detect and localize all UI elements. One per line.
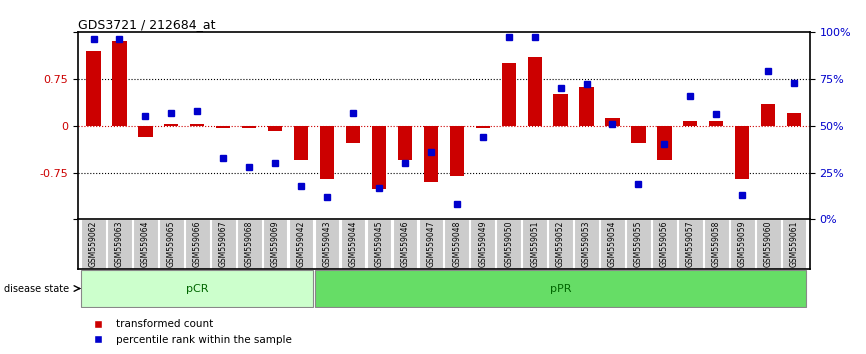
Bar [423, 126, 438, 182]
Bar [185, 219, 210, 269]
Bar [107, 219, 132, 269]
Bar [600, 219, 625, 269]
Bar [397, 126, 412, 160]
Text: disease state: disease state [4, 284, 69, 293]
Bar [81, 219, 106, 269]
Text: pCR: pCR [186, 284, 209, 293]
Bar [709, 121, 723, 126]
Text: GSM559067: GSM559067 [219, 221, 228, 268]
Bar [288, 219, 313, 269]
Text: pPR: pPR [550, 284, 572, 293]
Bar [237, 219, 262, 269]
Text: GSM559065: GSM559065 [167, 221, 176, 268]
Text: GSM559045: GSM559045 [374, 221, 384, 268]
Text: GSM559050: GSM559050 [504, 221, 514, 268]
Bar [346, 126, 360, 143]
Bar [133, 219, 158, 269]
Bar [553, 95, 568, 126]
Text: GSM559059: GSM559059 [738, 221, 746, 268]
Text: GSM559053: GSM559053 [582, 221, 591, 268]
Text: GSM559056: GSM559056 [660, 221, 669, 268]
Text: GSM559049: GSM559049 [478, 221, 488, 268]
Bar [761, 104, 775, 126]
Text: GSM559055: GSM559055 [634, 221, 643, 268]
Text: GSM559044: GSM559044 [348, 221, 358, 268]
Text: GSM559046: GSM559046 [400, 221, 410, 268]
Bar [113, 41, 126, 126]
Bar [475, 126, 490, 127]
Bar [704, 219, 728, 269]
Bar [262, 219, 288, 269]
Bar [81, 270, 313, 307]
Bar [470, 219, 495, 269]
Bar [730, 219, 754, 269]
Legend: transformed count, percentile rank within the sample: transformed count, percentile rank withi… [83, 315, 296, 349]
Bar [372, 126, 386, 189]
Text: GSM559043: GSM559043 [322, 221, 332, 268]
Bar [501, 63, 516, 126]
Text: GSM559061: GSM559061 [790, 221, 798, 267]
Bar [268, 126, 282, 131]
Bar [139, 126, 152, 137]
Bar [527, 57, 542, 126]
Text: GSM559064: GSM559064 [141, 221, 150, 268]
Bar [683, 121, 697, 126]
Text: GSM559054: GSM559054 [608, 221, 617, 268]
Bar [191, 124, 204, 126]
Bar [211, 219, 236, 269]
Bar [87, 51, 100, 126]
Bar [496, 219, 521, 269]
Text: GSM559052: GSM559052 [556, 221, 565, 267]
Bar [314, 270, 806, 307]
Text: GSM559047: GSM559047 [426, 221, 436, 268]
Bar [340, 219, 365, 269]
Bar [735, 126, 749, 179]
Bar [787, 113, 801, 126]
Bar [294, 126, 308, 160]
Bar [631, 126, 645, 143]
Text: GSM559058: GSM559058 [712, 221, 721, 267]
Bar [320, 126, 334, 179]
Text: GSM559060: GSM559060 [764, 221, 772, 268]
Bar [652, 219, 676, 269]
Bar [522, 219, 547, 269]
Text: GSM559068: GSM559068 [245, 221, 254, 267]
Bar [444, 219, 469, 269]
Bar [626, 219, 650, 269]
Bar [366, 219, 391, 269]
Text: GSM559048: GSM559048 [452, 221, 462, 267]
Bar [657, 126, 671, 160]
Bar [756, 219, 780, 269]
Text: GSM559042: GSM559042 [296, 221, 306, 267]
Bar [449, 126, 464, 176]
Text: GSM559051: GSM559051 [530, 221, 540, 267]
Bar [678, 219, 702, 269]
Text: GDS3721 / 212684_at: GDS3721 / 212684_at [78, 18, 216, 31]
Text: GSM559069: GSM559069 [271, 221, 280, 268]
Bar [314, 219, 339, 269]
Text: GSM559063: GSM559063 [115, 221, 124, 268]
Bar [216, 126, 230, 127]
Text: GSM559066: GSM559066 [193, 221, 202, 268]
Bar [159, 219, 184, 269]
Bar [574, 219, 599, 269]
Bar [418, 219, 443, 269]
Bar [579, 87, 594, 126]
Bar [605, 118, 620, 126]
Text: GSM559062: GSM559062 [89, 221, 98, 267]
Bar [392, 219, 417, 269]
Bar [548, 219, 573, 269]
Text: GSM559057: GSM559057 [686, 221, 695, 268]
Bar [165, 124, 178, 126]
Bar [782, 219, 806, 269]
Bar [242, 126, 256, 127]
